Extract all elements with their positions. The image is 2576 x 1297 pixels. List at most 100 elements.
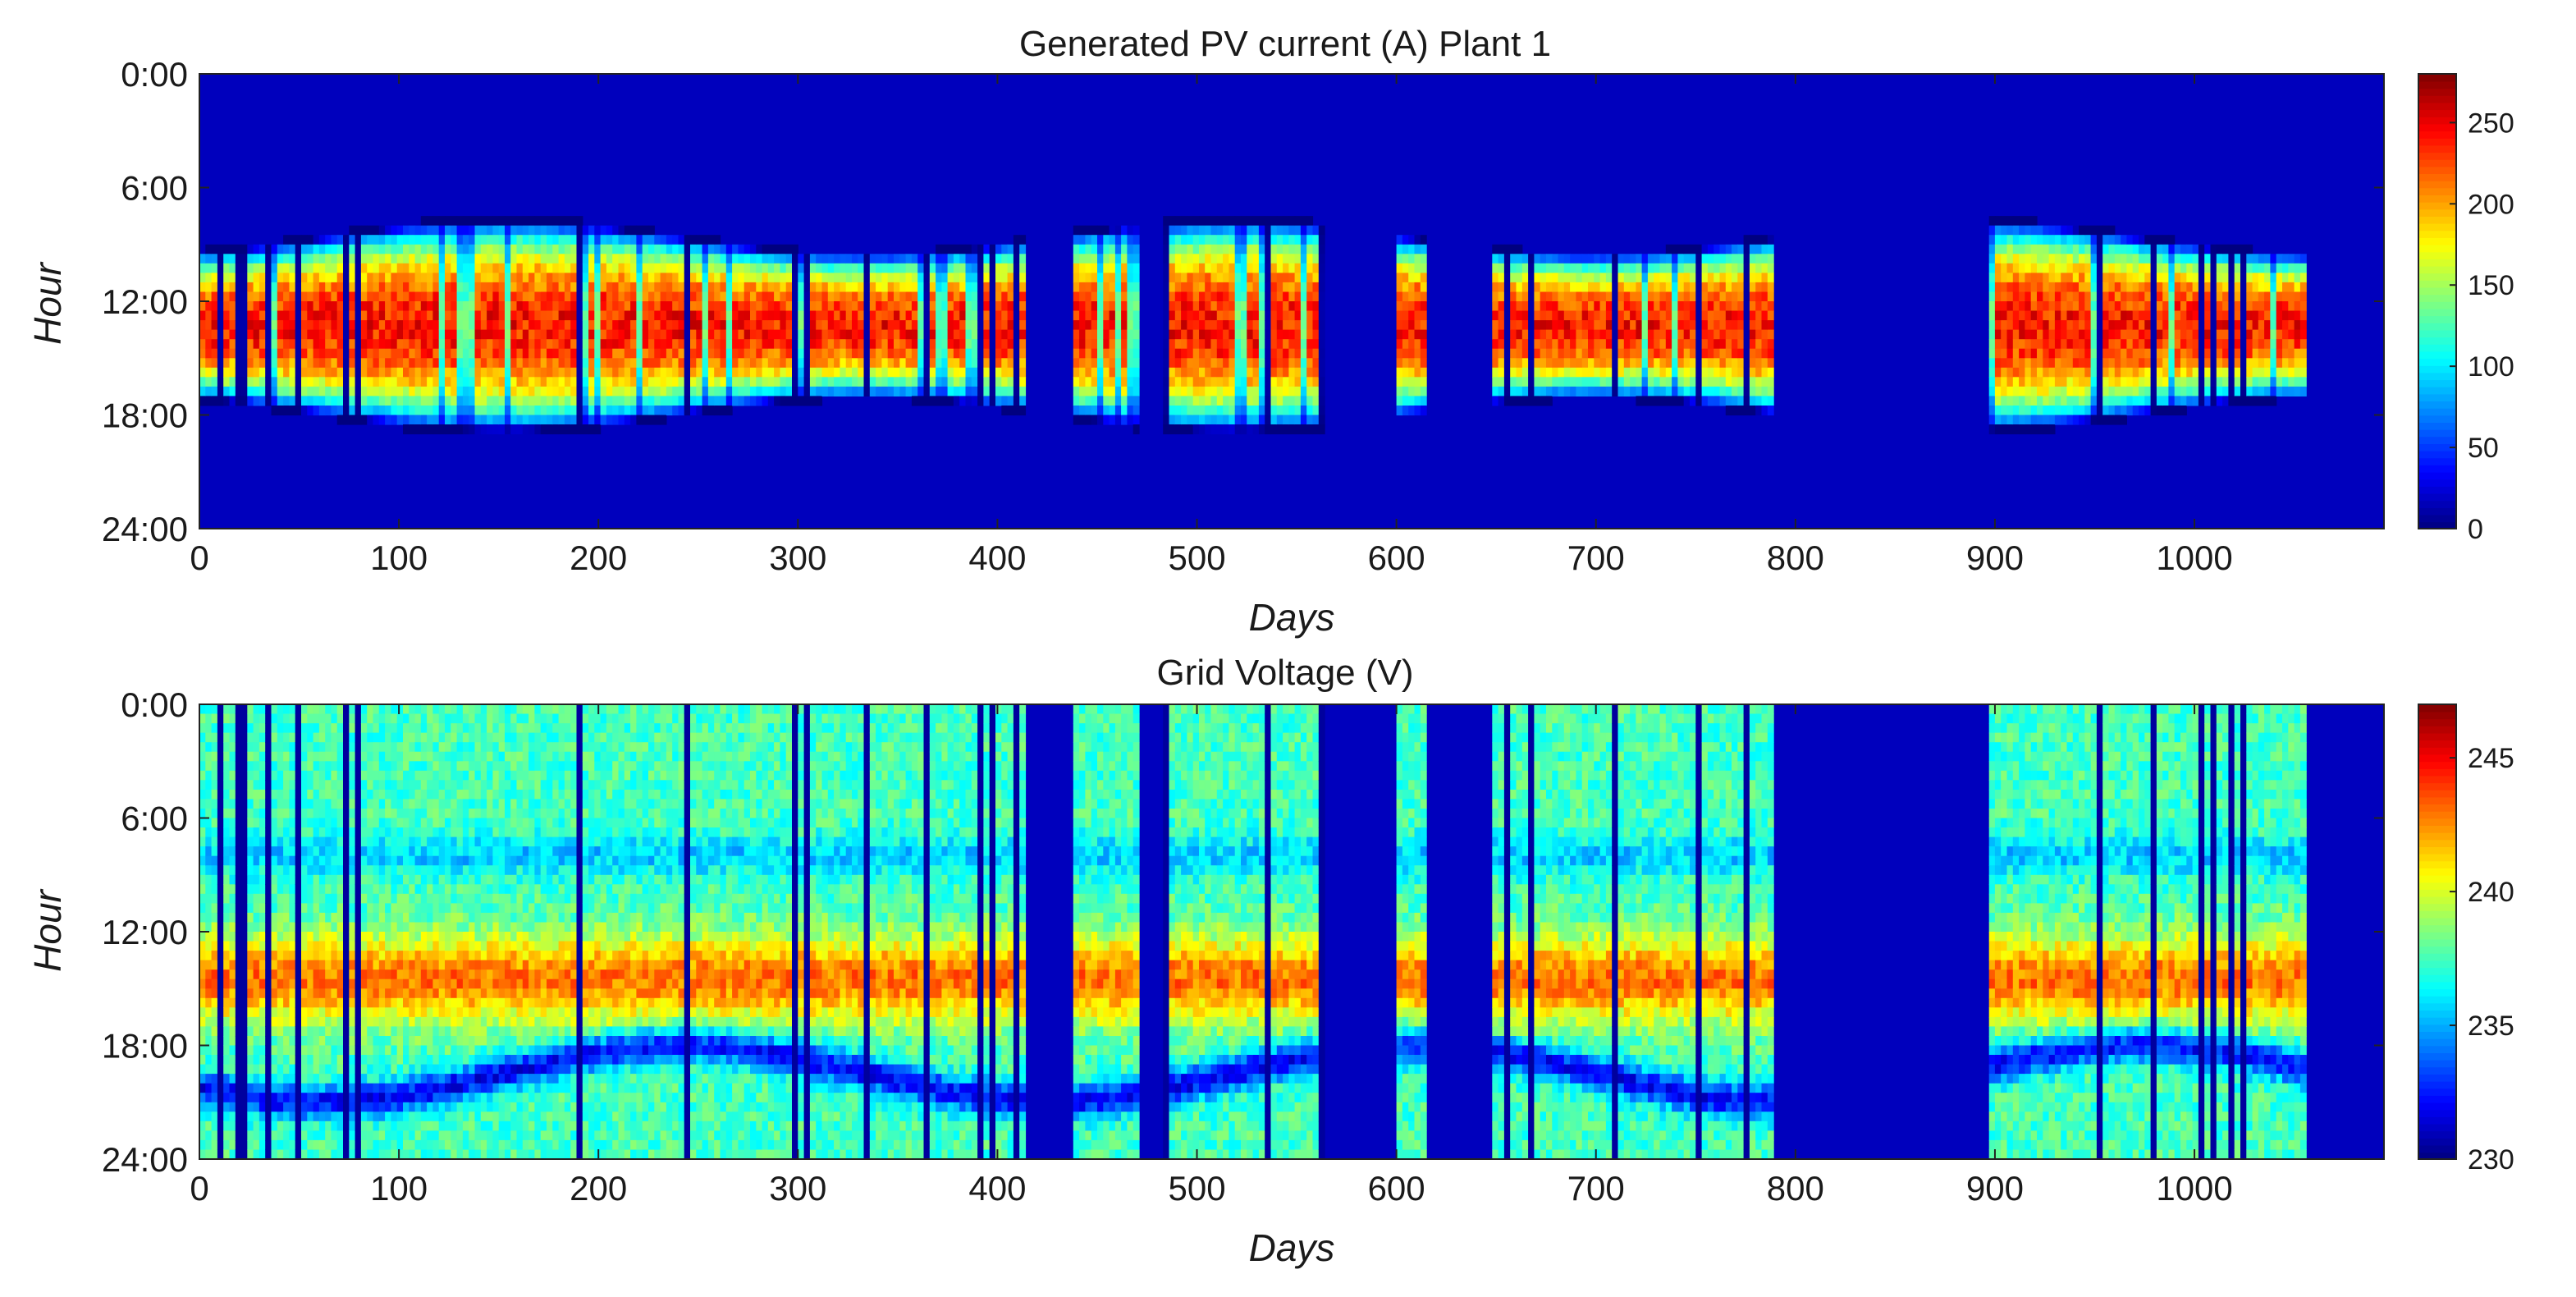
heatmap-cell bbox=[1534, 263, 1541, 273]
heatmap-cell bbox=[325, 235, 332, 245]
heatmap-cell bbox=[211, 301, 218, 312]
heatmap-cell bbox=[1288, 358, 1296, 369]
heatmap-cell bbox=[774, 339, 780, 350]
heatmap-cell bbox=[2048, 301, 2056, 312]
heatmap-cell bbox=[1994, 254, 2002, 264]
heatmap-cell bbox=[1767, 367, 1774, 378]
heatmap-cell bbox=[2168, 263, 2176, 273]
heatmap-cell bbox=[666, 367, 673, 378]
heatmap-cell bbox=[241, 320, 248, 331]
heatmap-cell bbox=[1749, 386, 1756, 396]
heatmap-cell bbox=[1516, 320, 1523, 331]
heatmap-cell bbox=[905, 348, 913, 359]
heatmap-cell bbox=[2108, 377, 2116, 387]
heatmap-cell bbox=[1192, 282, 1200, 292]
heatmap-cell bbox=[821, 291, 829, 302]
heatmap-cell bbox=[852, 310, 858, 321]
heatmap-cell bbox=[2144, 320, 2152, 331]
heatmap-cell bbox=[1994, 216, 2002, 227]
heatmap-cell bbox=[199, 358, 206, 369]
heatmap-cell bbox=[492, 406, 500, 416]
heatmap-cell bbox=[325, 282, 332, 292]
heatmap-cell bbox=[1521, 291, 1529, 302]
heatmap-cell bbox=[235, 320, 242, 331]
heatmap-cell bbox=[1599, 320, 1607, 331]
heatmap-cell bbox=[1192, 386, 1200, 396]
heatmap-cell bbox=[1103, 377, 1110, 387]
heatmap-cell bbox=[534, 263, 542, 273]
heatmap-cell bbox=[780, 348, 787, 359]
heatmap-cell bbox=[1599, 329, 1607, 340]
heatmap-cell bbox=[588, 225, 595, 236]
heatmap-cell bbox=[576, 367, 583, 378]
heatmap-cell bbox=[1019, 386, 1027, 396]
heatmap-cell bbox=[624, 244, 631, 254]
heatmap-cell bbox=[1216, 329, 1224, 340]
heatmap-cell bbox=[1103, 254, 1110, 264]
heatmap-cell bbox=[313, 348, 320, 359]
heatmap-cell bbox=[834, 339, 840, 350]
heatmap-cell bbox=[1132, 225, 1140, 236]
heatmap-cell bbox=[570, 377, 578, 387]
heatmap-cell bbox=[1725, 377, 1732, 387]
heatmap-cell bbox=[301, 348, 308, 359]
heatmap-cell bbox=[1181, 310, 1187, 321]
heatmap-cell bbox=[1163, 415, 1170, 425]
heatmap-cell bbox=[1210, 329, 1218, 340]
heatmap-cell bbox=[876, 301, 882, 312]
heatmap-cell bbox=[2061, 235, 2068, 245]
heatmap-cell bbox=[432, 415, 440, 425]
heatmap-cell bbox=[923, 367, 931, 378]
heatmap-cell bbox=[1109, 301, 1116, 312]
heatmap-cell bbox=[1247, 348, 1254, 359]
heatmap-cell bbox=[941, 301, 949, 312]
heatmap-cell bbox=[403, 235, 410, 245]
heatmap-cell bbox=[336, 282, 344, 292]
heatmap-cell bbox=[618, 367, 625, 378]
heatmap-cell bbox=[702, 301, 709, 312]
heatmap-cell bbox=[1174, 358, 1182, 369]
heatmap-cell bbox=[690, 301, 697, 312]
heatmap-cell bbox=[983, 377, 991, 387]
heatmap-cell bbox=[336, 348, 344, 359]
heatmap-cell bbox=[2061, 225, 2068, 236]
heatmap-cell bbox=[373, 377, 380, 387]
heatmap-cell bbox=[1659, 273, 1667, 283]
heatmap-cell bbox=[1690, 348, 1696, 359]
heatmap-cell bbox=[2102, 282, 2110, 292]
heatmap-cell bbox=[600, 406, 607, 416]
heatmap-cell bbox=[1294, 282, 1302, 292]
heatmap-cell bbox=[767, 254, 775, 264]
heatmap-cell bbox=[1396, 282, 1403, 292]
heatmap-cell bbox=[798, 348, 805, 359]
heatmap-cell bbox=[1097, 348, 1104, 359]
heatmap-cell bbox=[540, 415, 547, 425]
heatmap-cell bbox=[445, 244, 451, 254]
heatmap-cell bbox=[295, 358, 302, 369]
heatmap-cell bbox=[1570, 329, 1576, 340]
heatmap-cell bbox=[336, 320, 344, 331]
heatmap-cell bbox=[505, 254, 511, 264]
heatmap-cell bbox=[1223, 216, 1229, 227]
heatmap-cell bbox=[516, 273, 524, 283]
heatmap-cell bbox=[307, 367, 314, 378]
heatmap-cell bbox=[2096, 282, 2103, 292]
heatmap-cell bbox=[510, 310, 518, 321]
heatmap-cell bbox=[821, 358, 829, 369]
heatmap-cell bbox=[630, 377, 637, 387]
heatmap-cell bbox=[852, 367, 858, 378]
heatmap-cell bbox=[977, 263, 984, 273]
heatmap-cell bbox=[360, 320, 368, 331]
heatmap-cell bbox=[1521, 396, 1529, 406]
heatmap-cell bbox=[1749, 358, 1756, 369]
heatmap-cell bbox=[1300, 301, 1307, 312]
heatmap-cell bbox=[331, 244, 338, 254]
heatmap-cell bbox=[385, 291, 391, 302]
heatmap-cell bbox=[2025, 291, 2032, 302]
heatmap-cell bbox=[2090, 406, 2098, 416]
heatmap-cell bbox=[1192, 263, 1200, 273]
heatmap-cell bbox=[977, 254, 984, 264]
heatmap-cell bbox=[1163, 406, 1170, 416]
heatmap-cell bbox=[1270, 310, 1278, 321]
heatmap-cell bbox=[654, 386, 661, 396]
